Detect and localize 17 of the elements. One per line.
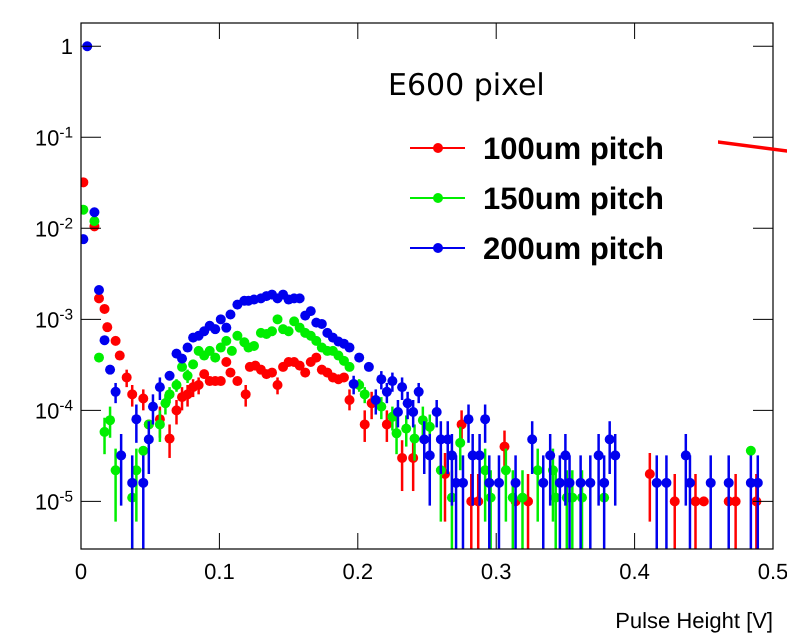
x-tick-label: 0.5 <box>758 559 787 584</box>
x-tick-label: 0.3 <box>480 559 512 584</box>
y-tick-label: 1 <box>60 34 73 60</box>
legend-label: 200um pitch <box>483 231 664 266</box>
y-tick-label: 10$^{-1}$ <box>34 124 73 150</box>
y-tick-label: 10$^{-3}$ <box>34 306 73 332</box>
x-axis-title: Pulse Height [V] <box>615 608 773 633</box>
x-tick-label: 0.4 <box>619 559 650 584</box>
y-tick-label: 10$^{-5}$ <box>34 488 73 514</box>
x-tick-label: 0.1 <box>204 559 235 584</box>
annotation: E600 pixel <box>388 68 545 103</box>
legend-label: 100um pitch <box>483 131 664 166</box>
y-tick-label: 10$^{-2}$ <box>34 214 73 242</box>
x-tick-label: 0 <box>74 559 88 584</box>
x-tick-label: 0.2 <box>342 559 374 584</box>
legend-label: 150um pitch <box>483 181 664 216</box>
y-tick-label: 10$^{-4}$ <box>34 396 74 424</box>
